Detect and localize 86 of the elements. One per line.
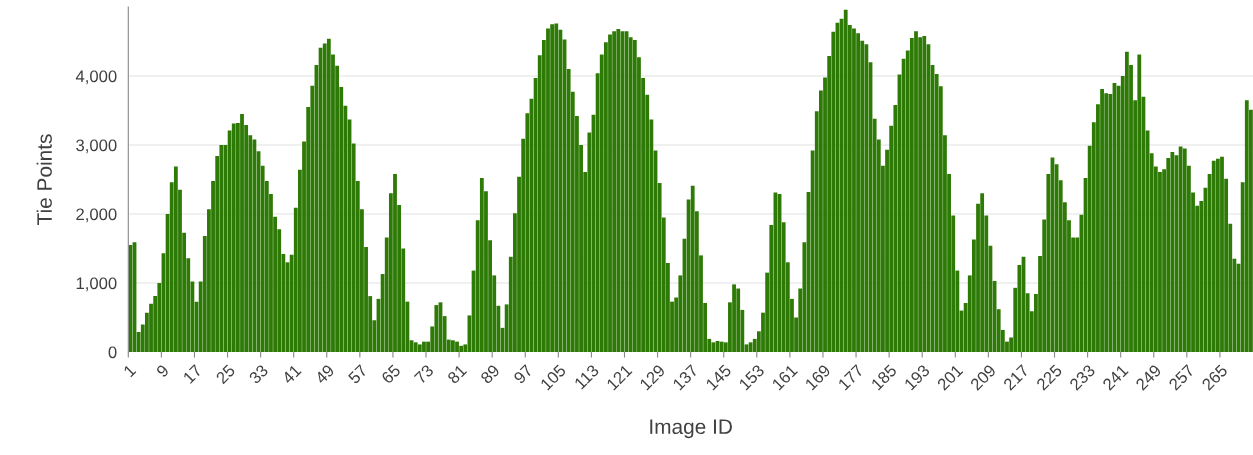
bar	[732, 284, 736, 352]
bar	[450, 340, 455, 352]
x-tick-label: 105	[539, 363, 567, 391]
bar	[843, 9, 848, 352]
x-tick-label: 17	[182, 364, 203, 384]
bar	[1104, 93, 1109, 352]
x-tick-label: 193	[903, 363, 931, 391]
x-tick-label: 57	[347, 364, 368, 385]
x-tick-label: 233	[1068, 363, 1096, 391]
x-tick-label: 121	[606, 364, 633, 391]
x-tick-label: 9	[155, 363, 170, 378]
bar	[322, 43, 327, 352]
x-tick-label: 97	[513, 364, 534, 385]
y-tick-label: 0	[108, 346, 117, 359]
x-tick-label: 209	[969, 363, 997, 391]
y-tick-label: 4,000	[75, 70, 117, 85]
bar	[550, 24, 555, 352]
x-tick-label: 185	[870, 363, 898, 391]
bar	[914, 31, 918, 352]
bar	[1137, 54, 1142, 352]
x-tick-label: 1	[123, 364, 137, 378]
bar	[616, 29, 621, 352]
x-tick-label: 81	[446, 364, 468, 385]
bar	[612, 31, 617, 352]
bar	[240, 113, 244, 352]
x-tick-label: 249	[1135, 363, 1162, 391]
y-tick-label: 2,000	[76, 208, 117, 223]
bar	[422, 341, 426, 352]
bar	[393, 173, 397, 352]
bar	[1124, 51, 1129, 352]
bar	[852, 28, 856, 352]
bar	[748, 342, 753, 352]
x-tick-label: 217	[1002, 364, 1030, 391]
x-tick-label: 241	[1101, 364, 1129, 391]
bar	[608, 34, 612, 352]
x-tick-label: 73	[413, 363, 435, 385]
bar	[1211, 160, 1216, 352]
x-tick-label: 161	[771, 364, 798, 391]
bar	[231, 123, 236, 352]
bar	[1170, 151, 1175, 352]
x-tick-label: 137	[672, 364, 699, 391]
bar	[711, 342, 716, 352]
x-tick-label: 25	[215, 363, 236, 385]
bar	[1244, 100, 1249, 352]
bar	[864, 44, 869, 352]
x-tick-label: 113	[573, 363, 600, 390]
x-tick-label: 41	[281, 364, 302, 385]
bar	[479, 178, 484, 352]
x-tick-label: 201	[936, 364, 964, 391]
bar	[980, 193, 985, 352]
bar	[455, 341, 459, 352]
bar	[326, 38, 331, 352]
bar	[554, 23, 559, 352]
bar	[219, 145, 224, 352]
bar	[1182, 148, 1187, 352]
bar	[632, 40, 637, 352]
bar	[417, 344, 422, 352]
bar	[173, 166, 178, 352]
x-tick-label: 145	[705, 364, 732, 391]
bar	[546, 28, 550, 352]
bar	[690, 185, 695, 352]
x-tick-label: 265	[1201, 363, 1229, 391]
bar	[1220, 156, 1224, 352]
x-tick-label: 225	[1035, 363, 1063, 391]
bar	[1215, 158, 1220, 352]
bar	[434, 305, 439, 352]
x-tick-label: 257	[1168, 364, 1195, 391]
bar	[459, 345, 464, 352]
x-tick-label: 49	[314, 363, 335, 385]
x-tick-label: 177	[837, 364, 864, 391]
bar	[922, 35, 927, 352]
y-tick-label: 1,000	[76, 277, 117, 292]
x-tick-label: 89	[479, 363, 501, 385]
x-tick-label: 65	[380, 363, 402, 385]
x-tick-label: 129	[639, 363, 666, 391]
x-tick-label: 169	[804, 363, 832, 391]
bar	[1178, 146, 1183, 352]
x-tick-label: 33	[248, 363, 269, 385]
x-axis-title: Image ID	[650, 419, 732, 439]
bar	[719, 341, 724, 352]
y-axis-title: Tie Points	[36, 134, 52, 225]
bar	[413, 342, 418, 352]
y-tick-label: 3,000	[76, 139, 117, 154]
bar	[1100, 89, 1104, 352]
x-tick-label: 153	[738, 363, 765, 391]
bar	[736, 288, 741, 352]
